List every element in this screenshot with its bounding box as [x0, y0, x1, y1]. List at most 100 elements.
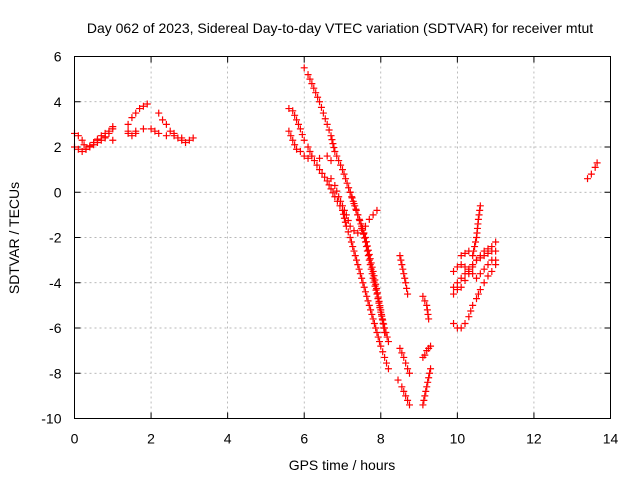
- data-point: [471, 243, 479, 251]
- data-point: [330, 144, 338, 152]
- data-point: [461, 319, 469, 327]
- data-point: [316, 166, 324, 174]
- series-arc-24: [584, 159, 601, 183]
- x-tick-label: 10: [450, 431, 466, 447]
- chart-title: Day 062 of 2023, Sidereal Day-to-day VTE…: [87, 20, 593, 36]
- data-point: [364, 246, 372, 254]
- data-point: [419, 401, 427, 409]
- data-point: [480, 279, 488, 287]
- data-point: [298, 131, 306, 139]
- series-arc-23: [457, 202, 484, 260]
- data-point: [327, 132, 335, 140]
- data-point: [312, 89, 320, 97]
- data-point: [296, 148, 304, 156]
- data-point: [97, 132, 105, 140]
- data-point: [80, 141, 88, 149]
- data-point: [360, 283, 368, 291]
- series-arc-17: [419, 342, 435, 361]
- y-tick-label: 6: [54, 49, 62, 65]
- data-point: [323, 177, 331, 185]
- data-point: [461, 249, 469, 257]
- data-point: [457, 324, 465, 332]
- data-point: [139, 102, 147, 110]
- data-point: [346, 188, 354, 196]
- data-point: [406, 369, 413, 377]
- data-point: [398, 261, 406, 269]
- data-point: [474, 215, 482, 223]
- data-point: [325, 126, 333, 134]
- data-point: [374, 293, 382, 301]
- y-tick-label: -6: [49, 320, 62, 336]
- data-point: [339, 202, 346, 210]
- data-point: [373, 329, 381, 337]
- data-point: [373, 289, 381, 297]
- data-point: [453, 279, 461, 287]
- data-point: [365, 250, 373, 258]
- data-point: [361, 234, 369, 241]
- data-point: [354, 261, 362, 269]
- data-point: [492, 247, 500, 255]
- data-point: [109, 136, 117, 144]
- data-point: [367, 306, 375, 314]
- data-point: [404, 365, 412, 373]
- data-point: [398, 349, 406, 357]
- data-point: [423, 306, 431, 314]
- data-point: [363, 242, 371, 250]
- data-point: [340, 170, 348, 178]
- data-point: [453, 263, 461, 271]
- series-arc-15: [394, 376, 413, 409]
- data-point: [404, 396, 412, 404]
- series-arc-14: [396, 344, 413, 377]
- data-point: [333, 187, 341, 195]
- data-point: [151, 127, 159, 135]
- data-point: [342, 211, 350, 219]
- data-point: [318, 169, 326, 177]
- data-point: [420, 396, 428, 404]
- data-point: [339, 166, 346, 174]
- series-arc-13: [396, 252, 412, 298]
- y-tick-label: -8: [49, 365, 62, 381]
- data-point: [321, 115, 329, 123]
- data-point: [185, 136, 193, 144]
- data-point: [402, 279, 410, 287]
- data-point: [470, 247, 478, 255]
- data-point: [378, 310, 386, 318]
- data-point: [377, 306, 385, 314]
- data-point: [86, 142, 94, 150]
- data-point: [132, 109, 140, 117]
- data-point: [465, 270, 473, 278]
- data-point: [306, 148, 314, 156]
- data-point: [287, 132, 295, 140]
- data-point: [381, 353, 389, 361]
- data-point: [331, 148, 339, 156]
- data-point: [132, 129, 140, 137]
- data-point: [457, 274, 465, 282]
- data-point: [313, 161, 321, 169]
- data-point: [355, 215, 363, 223]
- data-point: [356, 270, 364, 278]
- data-point: [329, 140, 337, 148]
- data-point: [461, 276, 469, 284]
- data-point: [450, 290, 458, 298]
- data-point: [345, 184, 353, 192]
- data-point: [394, 376, 402, 384]
- data-point: [369, 211, 377, 219]
- data-point: [358, 224, 366, 232]
- data-point: [365, 301, 373, 309]
- data-point: [372, 324, 380, 332]
- data-point: [373, 206, 381, 214]
- data-point: [317, 103, 325, 111]
- data-point: [285, 105, 293, 113]
- data-point: [128, 114, 136, 122]
- data-point: [369, 267, 377, 275]
- data-point: [308, 152, 316, 160]
- data-point: [450, 267, 458, 275]
- data-point: [139, 125, 147, 133]
- data-point: [370, 319, 378, 327]
- data-point: [473, 295, 480, 303]
- series-arc-4: [124, 100, 151, 128]
- data-point: [340, 206, 348, 214]
- series-arc-6: [155, 109, 190, 146]
- data-point: [289, 107, 297, 115]
- data-point: [469, 301, 477, 309]
